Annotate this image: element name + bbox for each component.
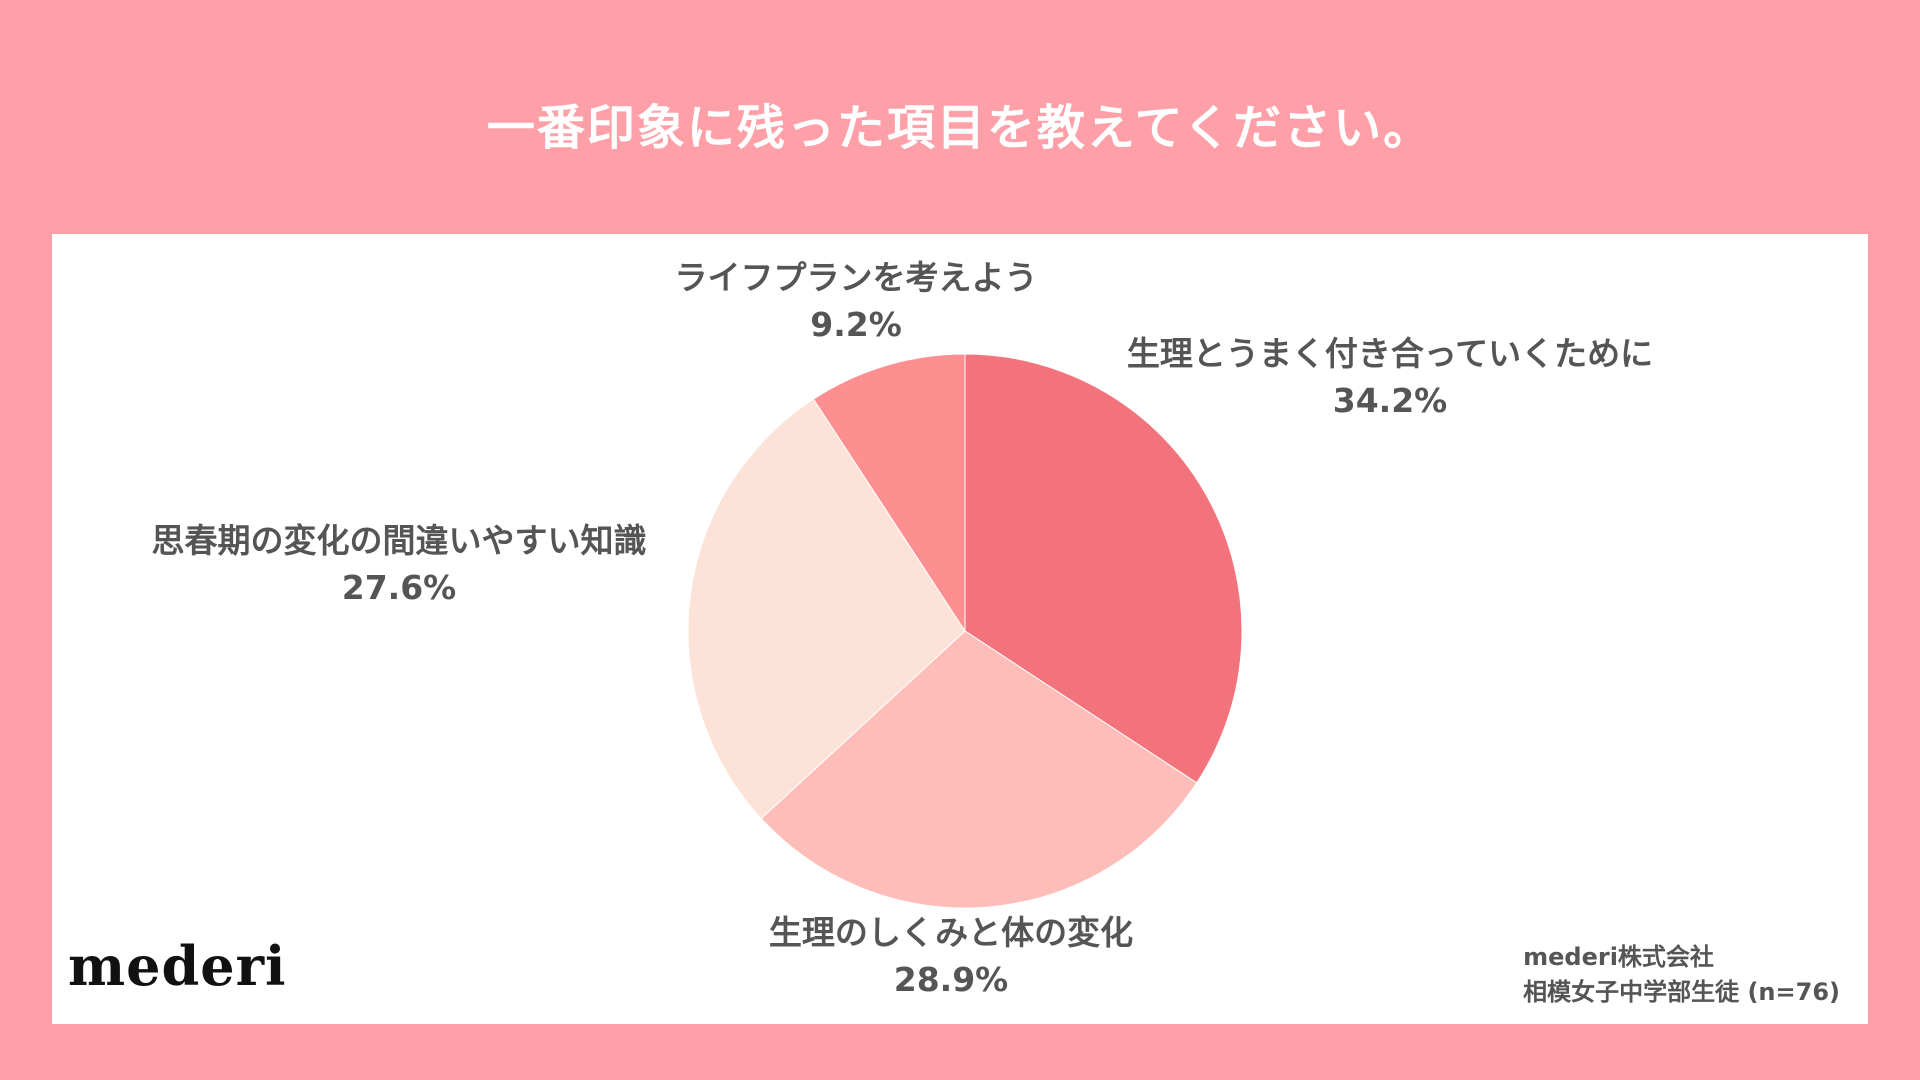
slice-label-3-value: 9.2% — [810, 304, 902, 344]
slice-label-3-name: ライフプランを考えよう — [674, 258, 1038, 297]
mederi-logo: mederi — [68, 934, 287, 998]
slice-label-0-name: 生理とうまく付き合っていくために — [1126, 334, 1654, 373]
source-sample: 相模女子中学部生徒 (n=76) — [1523, 977, 1840, 1006]
slice-label-1-name: 生理のしくみと体の変化 — [768, 913, 1134, 952]
slice-label-2: 思春期の変化の間違いやすい知識 27.6% — [134, 518, 664, 612]
slice-label-1-value: 28.9% — [893, 959, 1009, 999]
pie-slice-1 — [760, 630, 1198, 909]
pie-chart — [687, 353, 1243, 909]
slice-label-3: ライフプランを考えよう 9.2% — [656, 255, 1056, 349]
slice-label-2-value: 27.6% — [341, 567, 457, 607]
source-company: mederi株式会社 — [1523, 943, 1714, 971]
chart-panel: 生理とうまく付き合っていくために 34.2% 生理のしくみと体の変化 28.9%… — [52, 234, 1868, 1024]
pie-slice-0 — [964, 353, 1243, 784]
slice-label-0-value: 34.2% — [1332, 380, 1448, 420]
source-note: mederi株式会社 相模女子中学部生徒 (n=76) — [1523, 940, 1840, 1010]
slice-label-1: 生理のしくみと体の変化 28.9% — [731, 910, 1171, 1004]
pie-slice-3 — [812, 353, 966, 633]
slice-label-2-name: 思春期の変化の間違いやすい知識 — [151, 521, 647, 560]
slice-label-0: 生理とうまく付き合っていくために 34.2% — [1100, 331, 1680, 425]
chart-title: 一番印象に残った項目を教えてください。 — [486, 100, 1434, 156]
pie-slice-2 — [687, 398, 966, 820]
